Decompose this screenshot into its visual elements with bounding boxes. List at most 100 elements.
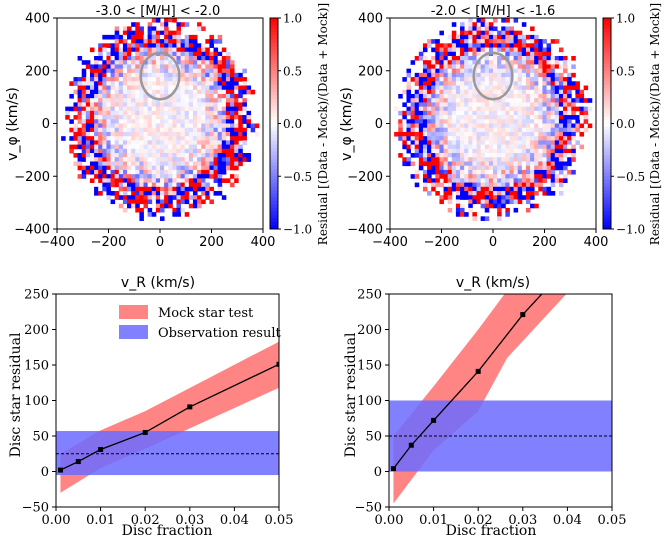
heatmap-cell: [550, 81, 556, 86]
heatmap-cell: [460, 93, 465, 99]
heatmap-cell: [431, 119, 436, 124]
heatmap-cell: [122, 199, 128, 205]
heatmap-cell: [147, 98, 153, 103]
heatmap-cell: [480, 148, 486, 154]
heatmap-cell: [77, 102, 83, 108]
heatmap-cell: [447, 144, 453, 150]
heatmap-cell: [509, 131, 514, 137]
heatmap-cell: [114, 144, 120, 150]
colorbar-segment: [270, 28, 278, 33]
heatmap-cell: [168, 77, 173, 82]
colorbar-segment: [603, 190, 611, 195]
heatmap-cell: [139, 119, 144, 124]
heatmap-cell: [188, 174, 194, 179]
heatmap-cell: [472, 39, 477, 44]
heatmap-cell: [205, 93, 210, 99]
heatmap-cell: [451, 60, 457, 65]
heatmap-cell: [201, 178, 206, 183]
heatmap-cell: [422, 153, 428, 158]
data-point: [475, 368, 481, 374]
heatmap-cell: [81, 60, 87, 65]
colorbar-segment: [603, 127, 611, 131]
heatmap-cell: [209, 60, 214, 65]
heatmap-cell: [89, 178, 95, 183]
heatmap-cell: [505, 51, 510, 57]
heatmap-cell: [197, 186, 202, 192]
heatmap-cell: [217, 85, 223, 91]
heatmap-cell: [431, 77, 436, 82]
heatmap-cell: [197, 89, 202, 95]
heatmap-cell: [127, 51, 132, 57]
heatmap-cell: [484, 30, 490, 36]
heatmap-cell: [422, 144, 428, 150]
y-tick-label: 0: [374, 465, 382, 480]
heatmap-cell: [451, 68, 457, 74]
heatmap-cell: [534, 136, 539, 141]
heatmap-cell: [164, 47, 169, 53]
heatmap-cell: [480, 43, 486, 48]
heatmap-cell: [155, 123, 161, 129]
heatmap-cell: [168, 81, 173, 86]
heatmap-cell: [118, 161, 124, 167]
heatmap-cell: [550, 191, 556, 196]
heatmap-cell: [513, 51, 519, 57]
heatmap-cell: [538, 110, 543, 116]
heatmap-cell: [131, 64, 136, 70]
heatmap-cell: [509, 148, 514, 154]
heatmap-cell: [550, 178, 556, 183]
heatmap-cell: [431, 110, 436, 116]
heatmap-cell: [188, 106, 194, 112]
heatmap-cell: [209, 199, 214, 205]
heatmap-cell: [238, 98, 243, 103]
heatmap-cell: [447, 153, 453, 158]
heatmap-cell: [135, 148, 140, 154]
heatmap-cell: [497, 123, 502, 129]
heatmap-cell: [139, 123, 144, 129]
heatmap-cell: [435, 81, 440, 86]
heatmap-cell: [94, 77, 99, 82]
heatmap-cell: [221, 89, 227, 95]
heatmap-cell: [147, 81, 153, 86]
heatmap-cell: [563, 60, 568, 65]
heatmap-cell: [172, 186, 177, 192]
heatmap-cell: [184, 47, 190, 53]
heatmap-cell: [201, 115, 206, 120]
heatmap-cell: [546, 55, 552, 61]
heatmap-cell: [431, 136, 436, 141]
heatmap-cell: [180, 136, 186, 141]
heatmap-cell: [546, 157, 552, 162]
heatmap-cell: [476, 123, 482, 129]
heatmap-cell: [554, 144, 560, 150]
heatmap-cell: [205, 60, 210, 65]
heatmap-cell: [530, 39, 535, 44]
heatmap-cell: [114, 51, 120, 57]
heatmap-cell: [77, 119, 83, 124]
heatmap-cell: [147, 178, 153, 183]
heatmap-cell: [464, 34, 469, 40]
data-point: [390, 466, 396, 472]
heatmap-cell: [534, 161, 539, 167]
heatmap-cell: [73, 106, 78, 112]
disc-ellipse: [472, 51, 514, 101]
heatmap-cell: [230, 98, 235, 103]
heatmap-cell: [98, 191, 103, 196]
heatmap-cell: [431, 144, 436, 150]
heatmap-cell: [538, 186, 543, 192]
heatmap-cell: [221, 136, 227, 141]
heatmap-cell: [542, 85, 547, 91]
heatmap-cell: [472, 127, 477, 133]
heatmap-cell: [418, 110, 424, 116]
heatmap-cell: [509, 165, 514, 171]
heatmap-cell: [435, 161, 440, 167]
heatmap-cell: [398, 127, 403, 133]
heatmap-cell: [184, 195, 190, 200]
heatmap-cell: [476, 64, 482, 70]
heatmap-cell: [546, 191, 552, 196]
heatmap-cell: [451, 39, 457, 44]
heatmap-cell: [480, 98, 486, 103]
x-tick-label: 0.04: [553, 513, 582, 528]
heatmap-cell: [480, 165, 486, 171]
heatmap-cell: [217, 169, 223, 175]
heatmap-cell: [517, 123, 523, 129]
heatmap-cell: [94, 68, 99, 74]
